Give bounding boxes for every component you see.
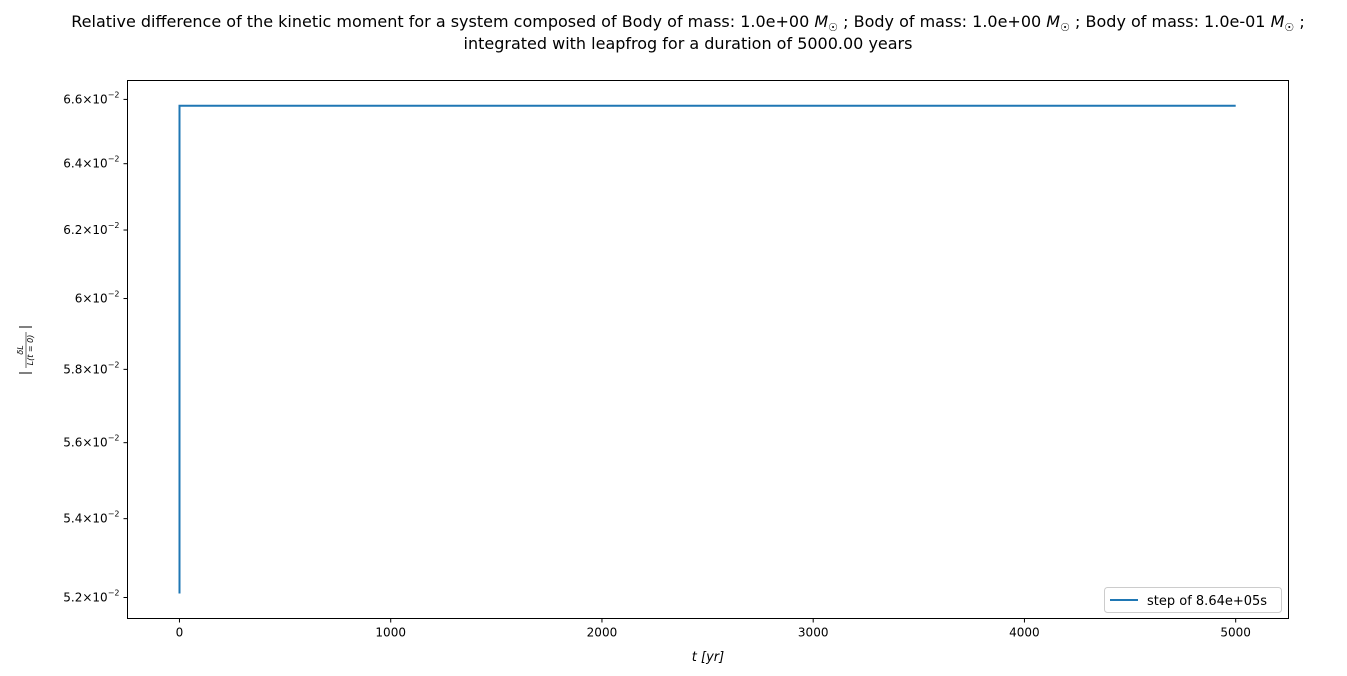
y-tick-label: 5.2×10−2 xyxy=(63,589,119,605)
y-tick-label: 5.6×10−2 xyxy=(63,434,119,450)
y-tick-label: 6.4×10−2 xyxy=(63,155,119,171)
x-tick-label: 4000 xyxy=(1009,626,1040,640)
y-label-denominator: L(t = 0) xyxy=(26,335,35,366)
y-tick-label: 6.6×10−2 xyxy=(63,90,119,106)
x-tick-label: 0 xyxy=(176,626,184,640)
series-line xyxy=(178,104,1236,594)
x-tick-label: 1000 xyxy=(375,626,406,640)
y-label-numerator: δL xyxy=(16,345,25,354)
x-axis-label: t [yr] xyxy=(692,650,724,665)
x-tick-label: 5000 xyxy=(1220,626,1251,640)
y-tick-label: 5.4×10−2 xyxy=(63,510,119,526)
x-tick-label: 2000 xyxy=(587,626,618,640)
legend-label: step of 8.64e+05s xyxy=(1147,594,1267,609)
y-tick-label: 6×10−2 xyxy=(75,290,120,306)
y-tick-label: 5.8×10−2 xyxy=(63,360,119,376)
y-axis-label: δL L(t = 0) xyxy=(16,326,35,374)
chart-title-line2: integrated with leapfrog for a duration … xyxy=(464,34,913,53)
x-tick-label: 3000 xyxy=(798,626,829,640)
chart-title-line1: Relative difference of the kinetic momen… xyxy=(71,12,1304,34)
legend: step of 8.64e+05s xyxy=(1104,587,1282,613)
plot-frame xyxy=(127,80,1289,619)
y-tick-label: 6.2×10−2 xyxy=(63,221,119,237)
